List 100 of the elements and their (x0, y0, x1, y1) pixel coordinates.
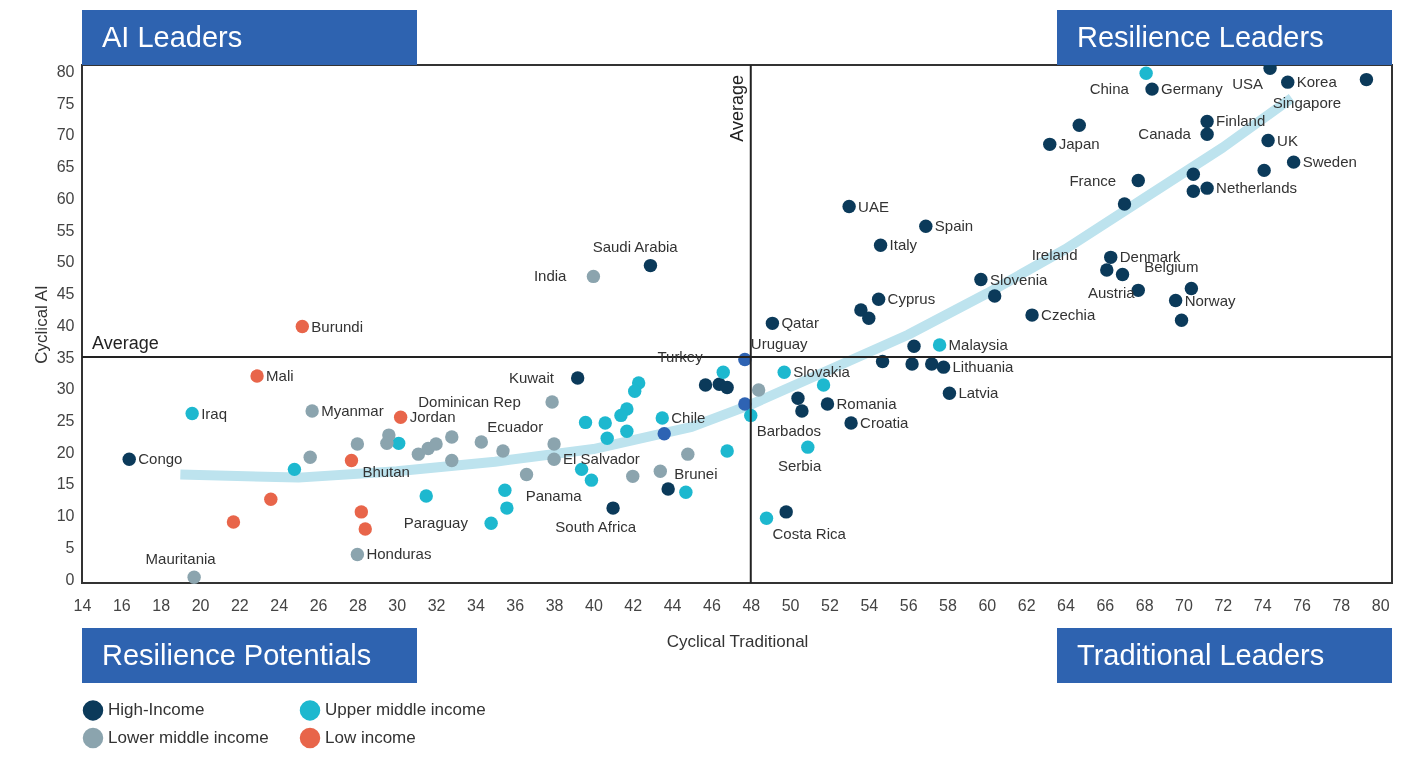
point (305, 404, 319, 418)
y-tick-label: 80 (56, 62, 75, 80)
point (1139, 66, 1153, 80)
annotation: Slovenia (989, 270, 1049, 288)
x-tick-label: 24 (270, 596, 289, 614)
annotation: Bhutan (362, 462, 410, 480)
point (250, 369, 264, 383)
x-tick-label: 34 (466, 596, 485, 614)
x-tick-label: 26 (309, 596, 328, 614)
x-tick-label: 70 (1175, 596, 1193, 614)
point (791, 391, 805, 405)
point (720, 444, 734, 458)
point (600, 431, 614, 445)
point (1281, 75, 1295, 89)
point (1025, 308, 1039, 322)
point (344, 453, 359, 468)
point (586, 269, 601, 284)
x-tick-label: 72 (1214, 596, 1233, 614)
point (484, 516, 498, 531)
annotation: Japan (1058, 135, 1100, 153)
text: AI Leaders (82, 10, 417, 65)
x-tick-label: 30 (388, 596, 407, 614)
point (578, 415, 593, 430)
point (303, 450, 317, 464)
point (1286, 155, 1301, 169)
point (661, 482, 675, 496)
x-tick-label: 46 (703, 596, 721, 614)
point (411, 447, 426, 461)
point (871, 292, 886, 306)
x-tick-label: 56 (899, 596, 918, 614)
point (620, 424, 634, 438)
point (1186, 167, 1201, 181)
x-tick-label: 14 (73, 596, 92, 614)
point (606, 501, 620, 515)
point (1184, 281, 1199, 296)
point (716, 365, 730, 379)
point (1200, 127, 1214, 141)
annotation: Cyprus (887, 290, 936, 308)
point (801, 440, 815, 454)
point (873, 238, 888, 252)
annotation: Brunei (674, 464, 718, 482)
point (681, 447, 695, 461)
point (574, 462, 589, 477)
annotation: Myanmar (321, 401, 384, 419)
legend-label: Upper middle income (325, 700, 486, 720)
point (1072, 118, 1086, 132)
point (974, 272, 988, 287)
point (1257, 163, 1271, 178)
point (759, 511, 774, 525)
point (614, 408, 628, 423)
y-tick-label: 50 (56, 253, 75, 271)
point (185, 406, 199, 421)
annotation: Burundi (311, 317, 363, 335)
point (655, 411, 669, 425)
annotation: Jordan (409, 408, 456, 426)
point (474, 435, 488, 449)
annotation: Serbia (777, 456, 822, 474)
point (445, 430, 459, 444)
annotation: Ireland (1031, 245, 1078, 263)
annotation: India (533, 267, 568, 285)
y-tick-label: 60 (56, 189, 75, 207)
point (777, 365, 791, 379)
x-tick-label: 52 (821, 596, 839, 614)
y-tick-label: 10 (56, 507, 75, 525)
ref-line-label: Average (726, 75, 747, 142)
annotation: Iraq (201, 404, 228, 422)
point (354, 505, 369, 519)
point (720, 380, 734, 395)
y-tick-label: 25 (56, 411, 75, 429)
ref-line-label: Average (92, 333, 159, 354)
point (1131, 173, 1145, 188)
point (905, 357, 919, 371)
annotation: France (1069, 171, 1117, 189)
x-tick-label: 44 (663, 596, 682, 614)
point (350, 437, 365, 451)
point (287, 462, 302, 477)
point (429, 437, 443, 451)
y-tick-label: 55 (56, 221, 75, 239)
point (1261, 133, 1275, 148)
point (1117, 197, 1132, 211)
annotation: Barbados (756, 421, 821, 439)
point (584, 473, 599, 487)
point (751, 383, 766, 397)
x-tick-label: 80 (1371, 596, 1390, 614)
x-tick-label: 66 (1096, 596, 1115, 614)
x-axis-title: Cyclical Traditional (666, 631, 809, 651)
point (122, 452, 136, 466)
annotation: Norway (1184, 291, 1236, 309)
point (765, 316, 780, 331)
point (820, 397, 835, 411)
point (1145, 82, 1159, 96)
annotation: Uruguay (750, 335, 809, 353)
legend-label: Lower middle income (108, 728, 269, 747)
x-tick-label: 64 (1057, 596, 1075, 614)
annotation: Ecuador (487, 417, 544, 435)
x-tick-label: 32 (427, 596, 446, 614)
x-tick-label: 60 (978, 596, 997, 614)
point (919, 219, 933, 233)
point (445, 453, 459, 468)
y-tick-label: 70 (56, 126, 75, 144)
